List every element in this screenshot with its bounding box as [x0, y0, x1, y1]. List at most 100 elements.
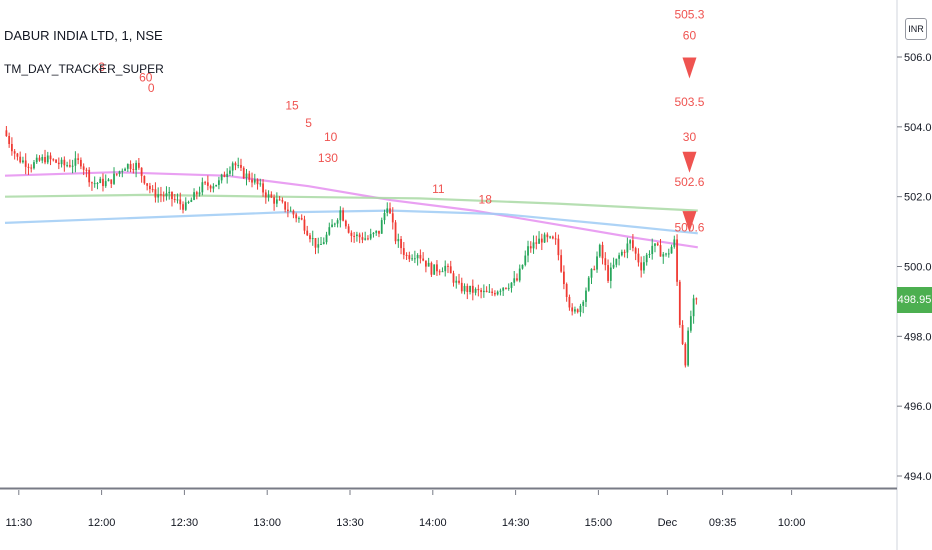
signal-label: 10: [324, 130, 338, 144]
candle-up: [397, 238, 400, 242]
candle-up: [320, 243, 322, 245]
candle-up: [612, 264, 615, 268]
candle-down: [557, 238, 560, 256]
candle-up: [336, 220, 339, 224]
candle-up: [549, 236, 551, 238]
candle-up: [499, 290, 502, 292]
candle-down: [623, 251, 626, 253]
candle-down: [540, 238, 543, 243]
candle-down: [242, 167, 245, 179]
candle-up: [582, 301, 585, 306]
candle-up: [513, 278, 516, 283]
candle-up: [620, 251, 623, 256]
candle-up: [441, 271, 444, 273]
price-tick-label: 502.00: [904, 192, 932, 204]
candle-down: [494, 292, 496, 295]
candle-down: [11, 144, 13, 152]
candle-up: [157, 194, 160, 198]
candle-down: [49, 155, 52, 160]
candle-up: [168, 191, 171, 194]
candle-down: [16, 153, 19, 157]
candle-down: [44, 156, 46, 163]
candle-up: [298, 218, 300, 220]
candle-down: [309, 235, 311, 240]
candle-down: [85, 169, 88, 171]
candle-up: [574, 309, 576, 312]
signal-label: 18: [479, 193, 493, 207]
candle-up: [496, 291, 499, 295]
candle-up: [356, 234, 358, 237]
sell-signal-marker: [682, 151, 697, 173]
candle-up: [609, 267, 612, 281]
candle-down: [273, 197, 275, 204]
candle-down: [452, 273, 455, 283]
candle-down: [367, 238, 369, 240]
candle-down: [353, 235, 356, 237]
time-tick-label: 09:35: [709, 517, 737, 529]
price-axis[interactable]: 494.00 496.00 498.00 500.00 502.00 504.00 506.…: [897, 52, 932, 483]
last-price-label: 498.95: [897, 287, 932, 313]
candle-down: [405, 254, 408, 256]
candle-up: [665, 253, 667, 255]
candle-up: [22, 160, 24, 163]
candle-up: [590, 268, 593, 278]
time-tick-label: 12:30: [171, 517, 199, 529]
candle-down: [460, 282, 463, 292]
candle-down: [604, 258, 607, 266]
candle-up: [587, 277, 590, 291]
candle-down: [162, 195, 165, 197]
candle-down: [234, 163, 237, 166]
candle-up: [229, 170, 231, 174]
candle-down: [535, 242, 538, 244]
currency-button[interactable]: INR: [905, 18, 927, 40]
candle-up: [220, 174, 223, 181]
candle-down: [505, 287, 507, 289]
candle-up: [107, 179, 110, 182]
candle-up: [93, 183, 96, 185]
candle-up: [372, 232, 375, 235]
signal-label: 60: [683, 29, 697, 43]
signal-label: 505.3: [674, 8, 704, 22]
candle-down: [516, 278, 518, 281]
candle-up: [289, 210, 292, 212]
signal-label: 3: [98, 60, 105, 74]
price-tick-label: 506.00: [904, 52, 932, 64]
candle-down: [287, 209, 289, 211]
candle-down: [571, 307, 574, 312]
candle-down: [209, 185, 212, 189]
candle-down: [637, 253, 640, 263]
candle-down: [300, 218, 303, 220]
candle-down: [554, 238, 557, 240]
candle-down: [391, 213, 394, 223]
candle-down: [659, 245, 662, 257]
candle-up: [135, 162, 137, 171]
candle-up: [121, 170, 124, 172]
signal-markers: [682, 57, 697, 233]
candle-up: [654, 243, 656, 246]
candle-up: [629, 240, 632, 244]
time-axis[interactable]: 11:30 12:00 12:30 13:00 13:30 14:00 14:30 15:00…: [5, 490, 805, 529]
candle-up: [339, 210, 342, 221]
candle-up: [673, 239, 676, 247]
signal-label: 11: [432, 182, 445, 196]
candle-up: [502, 287, 505, 291]
candle-down: [223, 174, 226, 178]
candle-down: [361, 237, 364, 240]
candle-up: [184, 202, 187, 210]
moving-average-line-1: [4, 171, 698, 249]
candle-up: [488, 291, 491, 293]
candle-down: [68, 165, 71, 167]
candle-down: [88, 169, 91, 183]
candle-down: [565, 284, 568, 297]
candle-up: [411, 258, 413, 260]
candle-up: [237, 164, 240, 166]
indicator-title[interactable]: TM_DAY_TRACKER_SUPER: [4, 62, 164, 76]
candle-down: [182, 204, 184, 210]
candle-up: [212, 186, 215, 189]
candle-down: [149, 185, 151, 190]
symbol-title[interactable]: DABUR INDIA LTD, 1, NSE: [4, 28, 163, 43]
candle-up: [317, 244, 320, 248]
